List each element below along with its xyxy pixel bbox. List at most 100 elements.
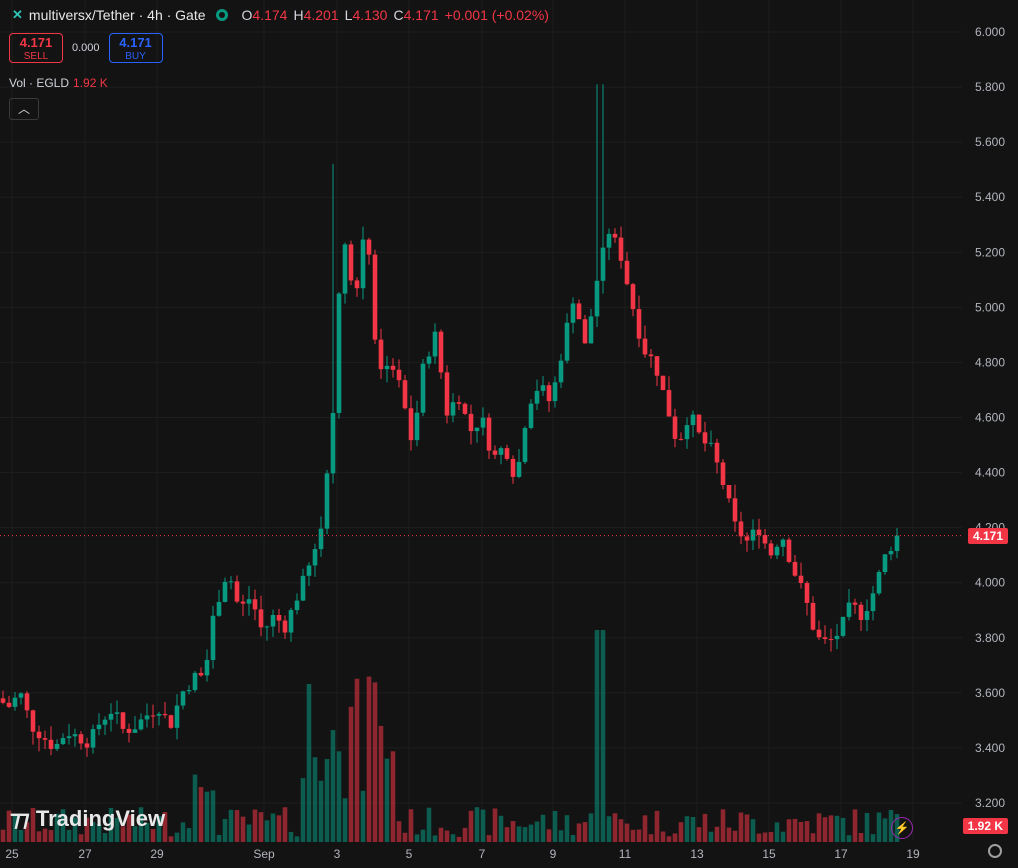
symbol-title[interactable]: multiversx/Tether · 4h · Gate xyxy=(28,7,206,23)
volume-bar xyxy=(564,815,570,842)
candle-body xyxy=(342,244,348,294)
candle-body xyxy=(294,600,300,611)
volume-bar xyxy=(294,836,300,842)
volume-bar xyxy=(630,829,636,842)
tradingview-logo-icon: ⁊⁊ xyxy=(10,806,30,831)
volume-bar xyxy=(546,829,552,842)
candle-body xyxy=(480,417,486,428)
volume-bar xyxy=(192,774,198,842)
candle-body xyxy=(534,390,540,404)
volume-bar xyxy=(708,831,714,842)
candle-body xyxy=(30,710,36,732)
candle-body xyxy=(738,521,744,537)
candle-body xyxy=(36,731,42,739)
sell-button[interactable]: 4.171 SELL xyxy=(9,33,63,63)
volume-bar xyxy=(474,807,480,842)
candle-body xyxy=(396,369,402,381)
candle-body xyxy=(852,602,858,605)
volume-bar xyxy=(540,814,546,842)
candle-body xyxy=(876,572,882,594)
volume-bar xyxy=(552,811,558,842)
volume-bar xyxy=(174,832,180,842)
candle-body xyxy=(156,713,162,716)
volume-bar xyxy=(612,813,618,842)
volume-tag: 1.92 K xyxy=(962,818,1008,834)
tradingview-logo[interactable]: ⁊⁊ TradingView xyxy=(10,806,165,832)
candle-body xyxy=(576,303,582,320)
candle-body xyxy=(792,561,798,576)
candle-body xyxy=(330,412,336,474)
volume-bar xyxy=(636,829,642,842)
x-tick-label: 29 xyxy=(150,847,164,861)
volume-bar xyxy=(6,810,12,842)
candle-body xyxy=(240,601,246,604)
candle-body xyxy=(750,529,756,541)
high-value: 4.201 xyxy=(303,7,339,23)
flash-icon[interactable]: ⚡ xyxy=(891,817,913,839)
volume-bar xyxy=(60,809,66,842)
candle-body xyxy=(90,729,96,748)
candle-body xyxy=(528,403,534,428)
volume-bar xyxy=(360,790,366,842)
volume-bar xyxy=(138,807,144,842)
settings-gear-icon[interactable] xyxy=(988,844,1002,858)
x-tick-label: 15 xyxy=(762,847,776,861)
volume-bar xyxy=(396,821,402,842)
volume-bar xyxy=(180,822,186,842)
volume-bar xyxy=(78,834,84,842)
candle-body xyxy=(720,462,726,486)
candle-body xyxy=(606,233,612,248)
candle-body xyxy=(432,331,438,357)
volume-bar xyxy=(654,810,660,842)
candle-body xyxy=(108,713,114,720)
volume-legend[interactable]: Vol · EGLD 1.92 K xyxy=(9,76,108,90)
volume-bar xyxy=(30,807,36,842)
volume-bar xyxy=(96,823,102,842)
y-tick-label: 3.400 xyxy=(975,741,1005,755)
candle-body xyxy=(162,713,168,716)
volume-bar xyxy=(792,818,798,842)
candle-body xyxy=(264,626,270,628)
candle-body xyxy=(276,614,282,621)
candle-body xyxy=(348,244,354,281)
volume-bar xyxy=(384,758,390,842)
volume-bar xyxy=(834,815,840,842)
candle-body xyxy=(522,427,528,462)
candle-body xyxy=(504,448,510,459)
symbol-legend: ✕ multiversx/Tether · 4h · Gate O 4.174 H… xyxy=(12,7,549,23)
candle-body xyxy=(804,582,810,603)
volume-bar xyxy=(18,829,24,842)
candle-body xyxy=(666,390,672,417)
volume-bar xyxy=(234,810,240,842)
candle-body xyxy=(456,402,462,404)
candle-body xyxy=(12,697,18,707)
volume-bar xyxy=(372,682,378,842)
volume-bar xyxy=(330,730,336,842)
buy-button[interactable]: 4.171 BUY xyxy=(108,33,163,63)
candle-body xyxy=(690,414,696,426)
volume-bar xyxy=(264,820,270,842)
candle-body xyxy=(414,412,420,441)
volume-bar xyxy=(738,812,744,842)
volume-bar xyxy=(468,810,474,842)
candle-body xyxy=(882,554,888,573)
volume-bar xyxy=(768,832,774,842)
collapse-button[interactable]: ︿ xyxy=(9,98,39,120)
volume-bar xyxy=(336,751,342,842)
y-tick-label: 4.600 xyxy=(975,411,1005,425)
volume-bar xyxy=(270,813,276,842)
y-tick-label: 4.800 xyxy=(975,355,1005,369)
candle-body xyxy=(288,610,294,633)
candle-body xyxy=(822,637,828,640)
y-tick-label: 6.000 xyxy=(975,25,1005,39)
volume-bar xyxy=(438,827,444,842)
volume-bar xyxy=(696,827,702,842)
volume-bar xyxy=(534,821,540,842)
volume-value: 1.92 K xyxy=(73,76,108,90)
candle-body xyxy=(210,615,216,660)
open-label: O xyxy=(241,7,253,23)
candle-body xyxy=(384,365,390,370)
y-tick-label: 5.400 xyxy=(975,190,1005,204)
volume-bar xyxy=(648,834,654,842)
